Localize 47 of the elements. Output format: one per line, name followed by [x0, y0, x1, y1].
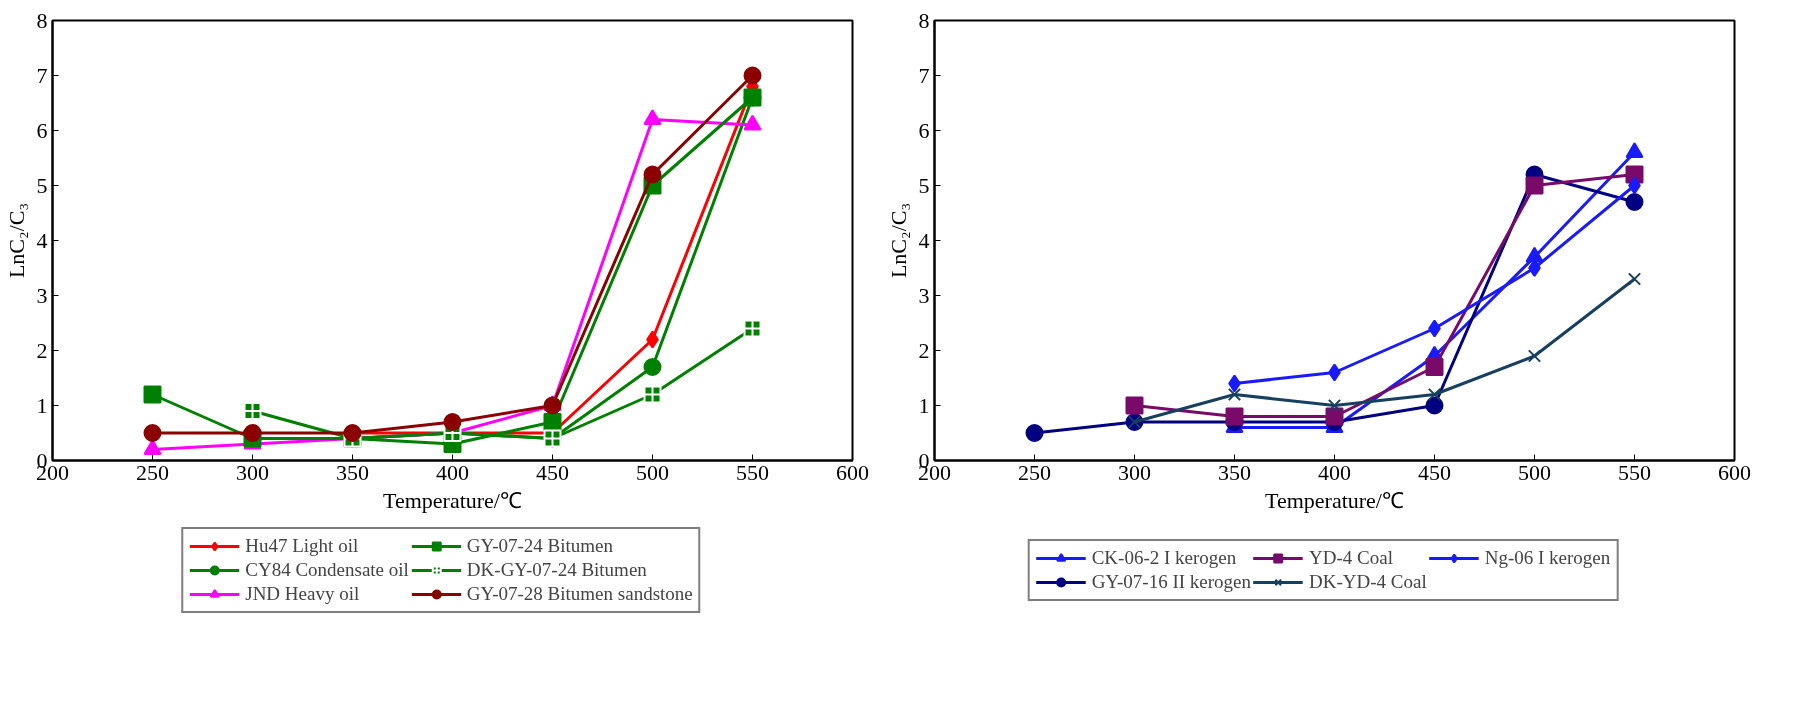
- y-tick-label: 4: [36, 227, 48, 253]
- x-axis-title: Temperature/℃: [383, 487, 522, 513]
- y-tick-label: 5: [36, 172, 48, 198]
- y-axis-title: LnC₂/C₃: [3, 202, 29, 279]
- x-tick-label: 550: [1618, 459, 1651, 485]
- x-tick-label: 250: [136, 459, 169, 485]
- legend-label: GY-07-16 II kerogen: [1091, 571, 1252, 593]
- x-tick-label: 500: [1518, 459, 1551, 485]
- y-tick-label: 6: [918, 117, 930, 143]
- x-tick-label: 250: [1018, 459, 1051, 485]
- y-tick-label: 8: [918, 7, 930, 33]
- x-tick-label: 550: [736, 459, 769, 485]
- legend-label: GY-07-24 Bitumen: [466, 535, 614, 557]
- y-tick-label: 8: [36, 7, 48, 33]
- legend-label: CK-06-2 I kerogen: [1091, 547, 1237, 569]
- x-tick-label: 350: [336, 459, 369, 485]
- x-tick-label: 400: [1318, 459, 1351, 485]
- y-tick-label: 3: [918, 282, 930, 308]
- y-tick-label: 3: [36, 282, 48, 308]
- x-tick-label: 400: [436, 459, 469, 485]
- y-tick-label: 7: [918, 62, 930, 88]
- legend-label: DK-YD-4 Coal: [1309, 571, 1427, 593]
- y-tick-label: 1: [918, 392, 930, 418]
- legend-label: YD-4 Coal: [1309, 547, 1393, 569]
- y-tick-label: 6: [36, 117, 48, 143]
- y-tick-label: 7: [36, 62, 48, 88]
- legend-label: CY84 Condensate oil: [245, 559, 409, 581]
- y-axis-title: LnC₂/C₃: [885, 202, 911, 279]
- y-tick-label: 1: [36, 392, 48, 418]
- x-axis-title: Temperature/℃: [1265, 487, 1404, 513]
- legend-label: Hu47 Light oil: [245, 535, 359, 557]
- x-tick-label: 600: [836, 459, 869, 485]
- legend-label: JND Heavy oil: [245, 583, 360, 605]
- x-tick-label: 600: [1718, 459, 1751, 485]
- x-tick-label: 300: [236, 459, 269, 485]
- legend-label: GY-07-28 Bitumen sandstone: [466, 583, 693, 605]
- y-tick-label: 2: [918, 337, 930, 363]
- y-tick-label: 2: [36, 337, 48, 363]
- y-tick-label: 5: [918, 172, 930, 198]
- x-tick-label: 450: [1418, 459, 1451, 485]
- y-tick-label: 4: [918, 227, 930, 253]
- x-tick-label: 350: [1218, 459, 1251, 485]
- x-tick-label: 500: [636, 459, 669, 485]
- legend-label: DK-GY-07-24 Bitumen: [466, 559, 647, 581]
- x-tick-label: 300: [1118, 459, 1151, 485]
- x-tick-label: 450: [536, 459, 569, 485]
- legend-label: Ng-06 I kerogen: [1484, 547, 1611, 569]
